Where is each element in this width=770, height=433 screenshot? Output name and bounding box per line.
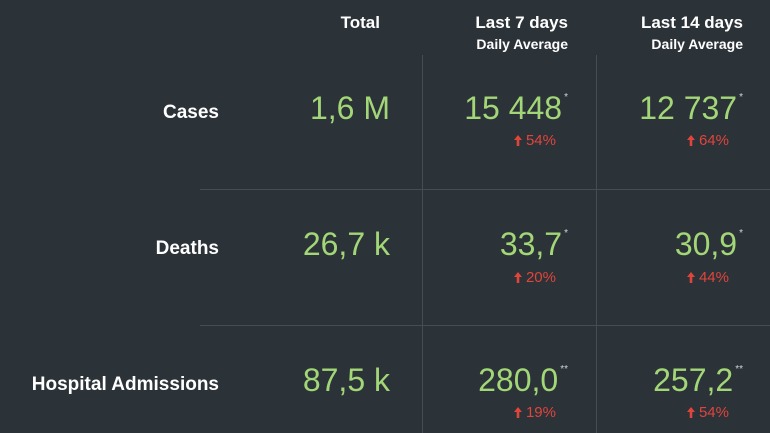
hospital-admissions-7-day-trend-value: 19%	[525, 404, 556, 421]
cases-total-value: 1,6 M	[309, 90, 390, 126]
header-last-7-days: Last 7 days Daily Average	[400, 12, 568, 54]
column-divider-14-days	[596, 55, 597, 433]
cases-7-day-trend-value: 54%	[525, 132, 556, 149]
row-divider-2	[200, 325, 770, 326]
hospital-admissions-14-day-trend: 54%	[590, 404, 729, 421]
hospital-admissions-14-day-trend-value: 54%	[698, 404, 729, 421]
arrow-up-icon	[686, 135, 695, 146]
hospital-admissions-14-day-footnote-mark: **	[735, 364, 743, 375]
row-divider-1	[200, 189, 770, 190]
deaths-7-day-trend-value: 20%	[525, 269, 556, 286]
deaths-14-day-footnote-mark: *	[739, 228, 743, 239]
cases-14-day-trend-value: 64%	[698, 132, 729, 149]
column-divider-7-days	[422, 55, 423, 433]
deaths-7-day-footnote-mark: *	[564, 228, 568, 239]
header-last-14-days: Last 14 days Daily Average	[580, 12, 743, 54]
cases-7-day-value: 15 448	[464, 90, 563, 126]
deaths-total-value: 26,7 k	[302, 226, 390, 262]
hospital-admissions-14-day-metric: 257,2 **	[590, 362, 743, 398]
deaths-7-day-value: 33,7	[499, 226, 563, 262]
cases-14-day-value: 12 737	[639, 90, 738, 126]
row-label-hospital-admissions: Hospital Admissions	[31, 374, 219, 395]
header-last-7-days-label: Last 7 days	[475, 13, 568, 32]
deaths-14-day-trend-value: 44%	[698, 269, 729, 286]
deaths-14-day-value: 30,9	[674, 226, 738, 262]
cases-14-day-metric: 12 737 *	[590, 90, 743, 126]
header-last-14-days-label: Last 14 days	[640, 13, 743, 32]
arrow-up-icon	[513, 135, 522, 146]
deaths-7-day-trend: 20%	[420, 269, 556, 286]
arrow-up-icon	[513, 407, 522, 418]
header-total: Total	[280, 12, 380, 34]
hospital-admissions-7-day-trend: 19%	[420, 404, 556, 421]
hospital-admissions-14-day-value: 257,2	[653, 362, 734, 398]
header-last-14-days-sublabel: Daily Average	[651, 36, 743, 52]
hospital-admissions-7-day-metric: 280,0 **	[420, 362, 568, 398]
cases-14-day-footnote-mark: *	[739, 92, 743, 103]
deaths-14-day-trend: 44%	[590, 269, 729, 286]
row-label-cases: Cases	[163, 102, 219, 123]
arrow-up-icon	[513, 272, 522, 283]
arrow-up-icon	[686, 272, 695, 283]
arrow-up-icon	[686, 407, 695, 418]
row-label-deaths: Deaths	[155, 238, 219, 259]
cases-7-day-metric: 15 448 *	[420, 90, 568, 126]
hospital-admissions-7-day-value: 280,0	[478, 362, 559, 398]
deaths-14-day-metric: 30,9 *	[590, 226, 743, 262]
deaths-7-day-metric: 33,7 *	[420, 226, 568, 262]
cases-7-day-footnote-mark: *	[564, 92, 568, 103]
cases-7-day-trend: 54%	[420, 132, 556, 149]
hospital-admissions-7-day-footnote-mark: **	[560, 364, 568, 375]
header-last-7-days-sublabel: Daily Average	[476, 36, 568, 52]
header-total-label: Total	[340, 13, 380, 32]
cases-14-day-trend: 64%	[590, 132, 729, 149]
hospital-admissions-total-value: 87,5 k	[302, 362, 390, 398]
